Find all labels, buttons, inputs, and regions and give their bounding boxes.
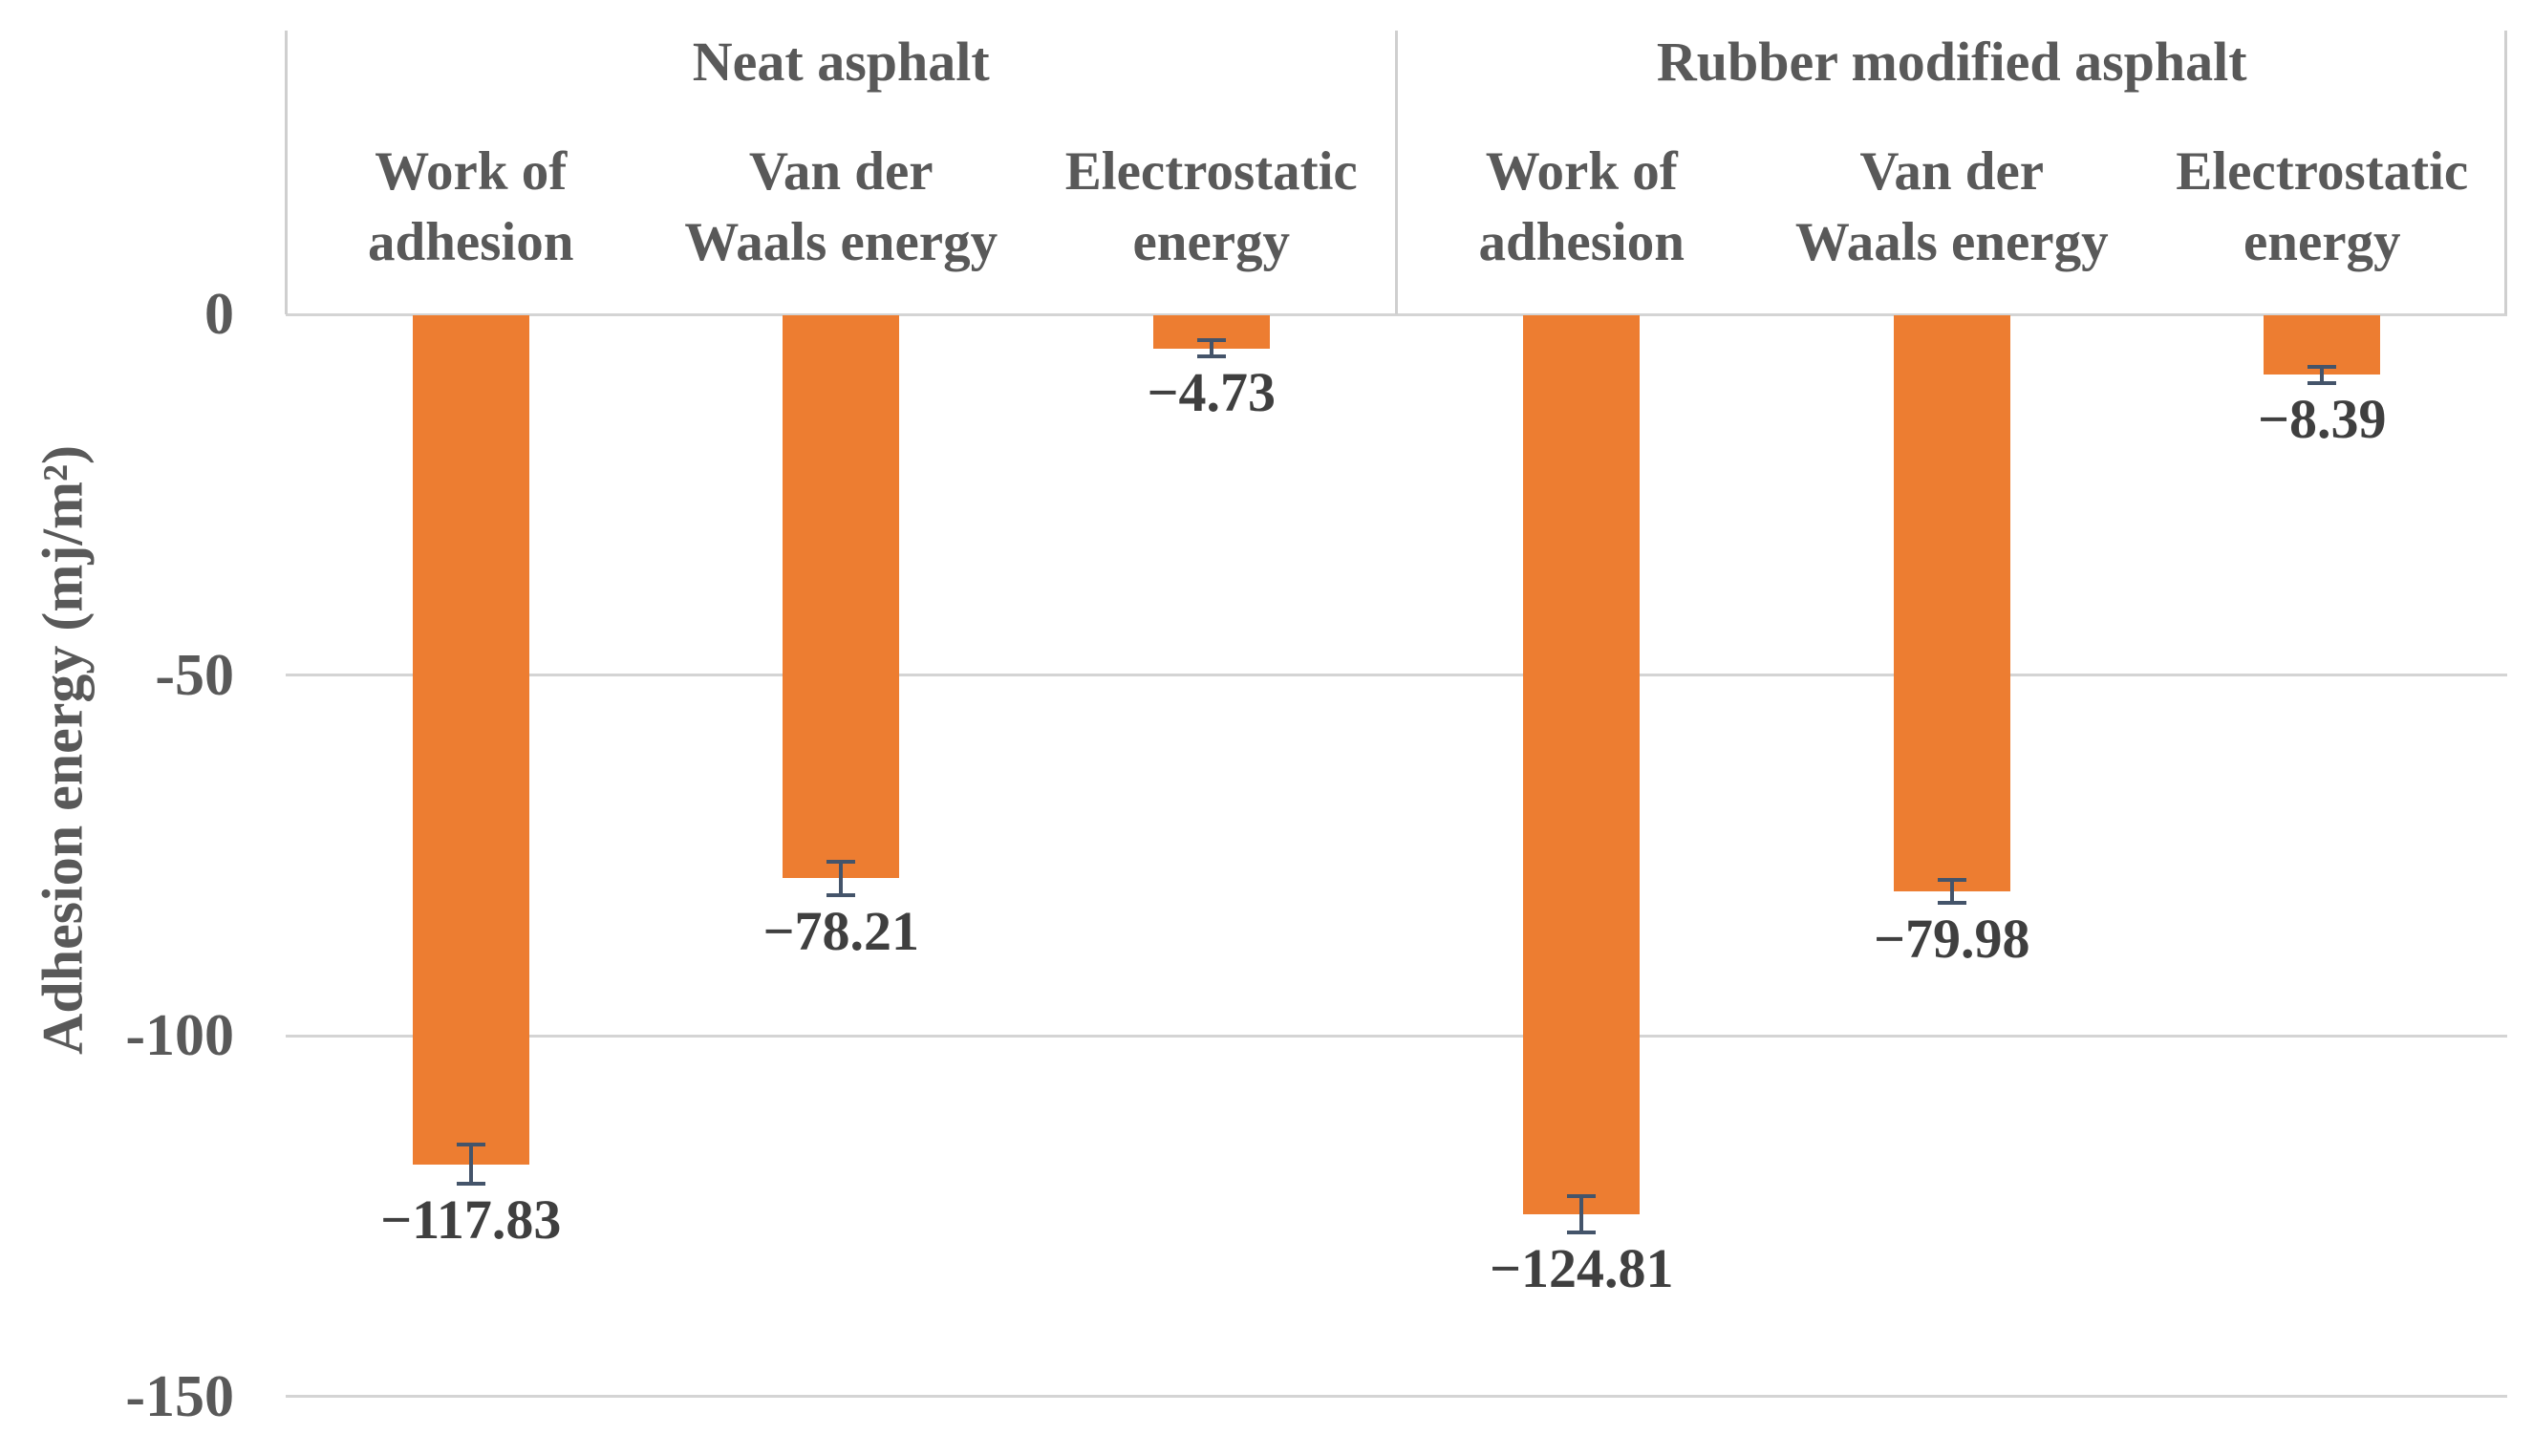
error-bar: [1937, 877, 1966, 906]
error-bar-cap: [2308, 364, 2337, 369]
error-bar-cap: [2308, 380, 2337, 385]
error-bar-cap: [1196, 354, 1226, 359]
error-bar-stem: [1209, 338, 1213, 359]
value-label: −117.83: [380, 1188, 562, 1252]
y-axis-line: [284, 31, 288, 314]
category-label-line: Waals energy: [1794, 212, 2109, 272]
category-label-line: Waals energy: [684, 212, 998, 272]
category-label-line: Electrostatic: [1064, 141, 1358, 202]
error-bar-cap: [826, 859, 856, 864]
group-divider-line: [1395, 31, 1398, 314]
category-label-line: energy: [1132, 212, 1291, 272]
error-bar-cap: [1937, 901, 1966, 906]
category-label-line: Work of: [1485, 141, 1678, 202]
error-bar-cap: [1567, 1194, 1597, 1199]
value-label: −79.98: [1873, 908, 2030, 971]
y-tick-label: 0: [204, 282, 234, 347]
category-label-line: Van der: [748, 141, 934, 202]
y-tick-label: -100: [125, 1003, 234, 1068]
category-label-line: Van der: [1859, 141, 2045, 202]
y-tick-label: -50: [155, 642, 234, 708]
value-label: −124.81: [1489, 1237, 1674, 1300]
error-bar-cap: [1567, 1231, 1597, 1235]
gridline: [286, 674, 2507, 676]
error-bar: [1196, 338, 1226, 359]
bar: [1523, 315, 1641, 1215]
error-bar-cap: [456, 1182, 485, 1187]
gridline: [286, 1034, 2507, 1038]
category-label-line: Work of: [375, 141, 568, 202]
error-bar-stem: [839, 859, 844, 898]
group-title: Rubber modified asphalt: [1656, 31, 2247, 93]
error-bar-cap: [826, 893, 856, 898]
x-axis-line: [286, 312, 2507, 316]
error-bar-stem: [1579, 1194, 1584, 1235]
error-bar: [826, 859, 856, 898]
error-bar: [1567, 1194, 1597, 1235]
error-bar-stem: [468, 1142, 473, 1187]
value-label: −78.21: [762, 900, 920, 963]
error-bar-cap: [1937, 877, 1966, 882]
category-label: Electrostatic energy: [2136, 137, 2508, 278]
bar: [783, 315, 900, 879]
group-title: Neat asphalt: [692, 31, 990, 93]
y-tick-label: -150: [125, 1363, 234, 1429]
category-label: Work of adhesion: [285, 137, 657, 278]
category-label: Van der Waals energy: [1766, 137, 2138, 278]
category-label: Electrostatic energy: [1025, 137, 1398, 278]
category-label-line: energy: [2243, 212, 2401, 272]
category-label: Van der Waals energy: [655, 137, 1027, 278]
bar: [1893, 315, 2010, 891]
error-bar-stem: [1949, 877, 1954, 906]
category-label-line: Electrostatic: [2176, 141, 2469, 202]
value-label: −4.73: [1147, 361, 1277, 424]
bar: [412, 315, 529, 1165]
category-label-line: adhesion: [368, 212, 574, 272]
error-bar-cap: [1196, 338, 1226, 343]
error-bar-stem: [2320, 364, 2325, 385]
value-label: −8.39: [2257, 387, 2387, 450]
error-bar: [456, 1142, 485, 1187]
error-bar-cap: [456, 1142, 485, 1146]
category-label-line: adhesion: [1478, 212, 1685, 272]
plot-right-border: [2504, 31, 2507, 314]
error-bar: [2308, 364, 2337, 385]
gridline: [286, 1395, 2507, 1398]
category-label: Work of adhesion: [1395, 137, 1768, 278]
